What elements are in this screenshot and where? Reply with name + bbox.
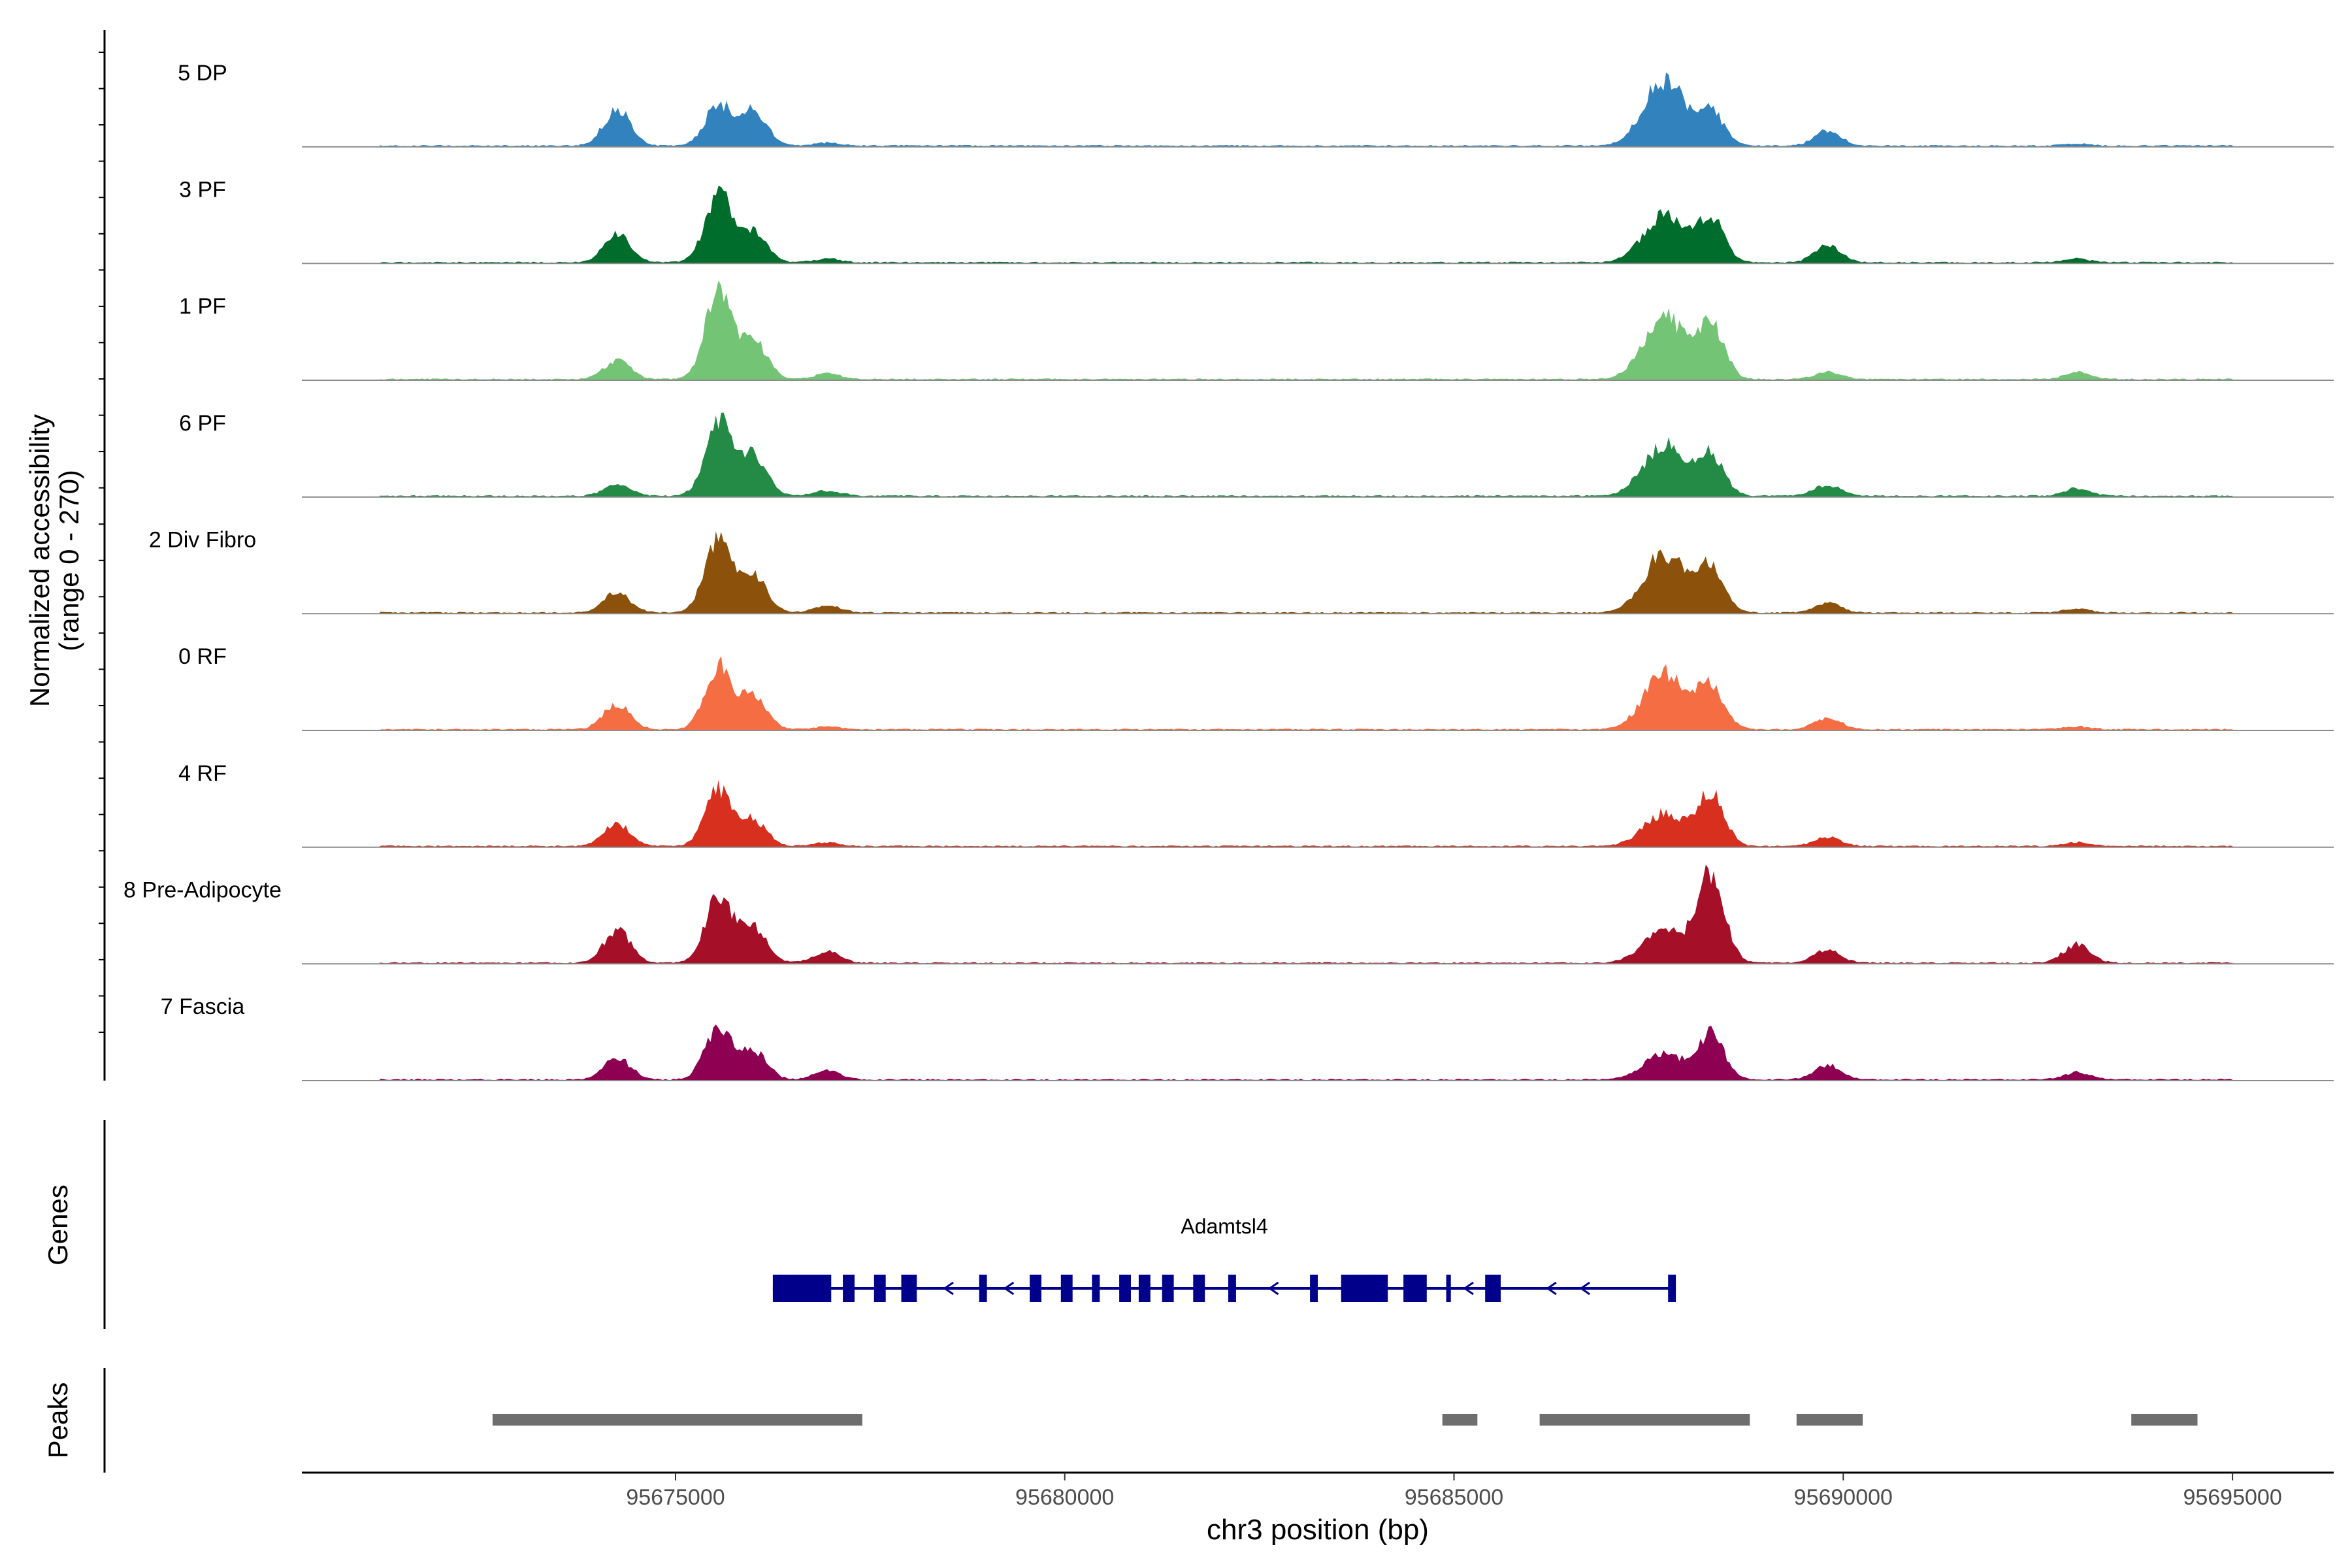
gene-exon-3 bbox=[901, 1275, 917, 1302]
coverage-area-track-5 bbox=[380, 656, 2233, 730]
gene-exon-12 bbox=[1228, 1275, 1236, 1302]
track-label-0: 5 DP bbox=[178, 61, 227, 86]
peak-region-0 bbox=[492, 1414, 862, 1426]
track-label-6: 4 RF bbox=[178, 761, 227, 786]
gene-exon-9 bbox=[1138, 1275, 1151, 1302]
coverage-area-track-3 bbox=[380, 412, 2233, 497]
x-tick-label: 95680000 bbox=[1015, 1485, 1114, 1510]
track-label-5: 0 RF bbox=[178, 644, 227, 669]
strand-arrow bbox=[1546, 1281, 1557, 1296]
gene-exon-17 bbox=[1485, 1275, 1501, 1302]
gene-exon-4 bbox=[979, 1275, 987, 1302]
x-axis-label: chr3 position (bp) bbox=[1207, 1514, 1429, 1546]
gene-track bbox=[772, 1275, 1676, 1302]
coverage-y-axis-range: (range 0 - 270) bbox=[54, 470, 84, 651]
coverage-area-track-8 bbox=[380, 1024, 2233, 1081]
peak-track bbox=[492, 1414, 2198, 1426]
gene-exon-13 bbox=[1310, 1275, 1318, 1302]
gene-exon-0 bbox=[772, 1275, 832, 1302]
coverage-area-track-7 bbox=[380, 864, 2233, 964]
coverage-area-track-6 bbox=[380, 779, 2233, 847]
genes-axis-label: Genes bbox=[42, 1184, 73, 1266]
coverage-area-track-2 bbox=[380, 280, 2233, 380]
strand-arrow bbox=[1267, 1281, 1279, 1296]
coverage-tracks bbox=[302, 72, 2334, 1081]
gene-exon-14 bbox=[1341, 1275, 1388, 1302]
coverage-area-track-0 bbox=[380, 72, 2233, 147]
coverage-area-track-4 bbox=[380, 531, 2233, 614]
peak-region-4 bbox=[2131, 1414, 2198, 1426]
gene-exon-8 bbox=[1119, 1275, 1131, 1302]
coverage-y-axis-label: Normalized accessibility bbox=[24, 414, 55, 707]
track-label-3: 6 PF bbox=[179, 411, 226, 436]
track-label-2: 1 PF bbox=[179, 294, 226, 319]
strand-arrow bbox=[1463, 1281, 1474, 1296]
gene-exon-6 bbox=[1060, 1275, 1073, 1302]
strand-arrow bbox=[1003, 1281, 1015, 1296]
gene-exon-11 bbox=[1193, 1275, 1205, 1302]
gene-exon-7 bbox=[1092, 1275, 1100, 1302]
x-tick-label: 95685000 bbox=[1405, 1485, 1503, 1510]
gene-exon-15 bbox=[1403, 1275, 1427, 1302]
track-labels: 5 DP 3 PF 1 PF 6 PF 2 Div Fibro 0 RF 4 RF 8 Pre… bbox=[123, 61, 282, 1019]
gene-name-label: Adamtsl4 bbox=[1181, 1215, 1267, 1238]
gene-exon-16 bbox=[1446, 1275, 1451, 1302]
peak-region-3 bbox=[1796, 1414, 1863, 1426]
gene-exon-18 bbox=[1668, 1275, 1676, 1302]
track-label-4: 2 Div Fibro bbox=[149, 528, 256, 553]
track-label-1: 3 PF bbox=[179, 178, 226, 203]
x-tick-label: 95690000 bbox=[1794, 1485, 1893, 1510]
coverage-y-ticks bbox=[99, 52, 105, 1033]
gene-exon-10 bbox=[1162, 1275, 1174, 1302]
track-label-8: 7 Fascia bbox=[161, 994, 245, 1019]
strand-arrow bbox=[1579, 1281, 1590, 1296]
peaks-axis-label: Peaks bbox=[42, 1382, 73, 1459]
track-label-7: 8 Pre-Adipocyte bbox=[123, 878, 282, 903]
peak-region-1 bbox=[1442, 1414, 1478, 1426]
strand-arrow bbox=[943, 1281, 954, 1296]
x-tick-label: 95675000 bbox=[626, 1485, 725, 1510]
coverage-area-track-1 bbox=[380, 186, 2233, 264]
gene-exon-1 bbox=[843, 1275, 855, 1302]
gene-exon-5 bbox=[1030, 1275, 1041, 1302]
x-ticks: 95675000 95680000 95685000 95690000 95695000 bbox=[626, 1473, 2282, 1510]
peak-region-2 bbox=[1539, 1414, 1750, 1426]
gene-exon-2 bbox=[874, 1275, 886, 1302]
x-tick-label: 95695000 bbox=[2183, 1485, 2281, 1510]
